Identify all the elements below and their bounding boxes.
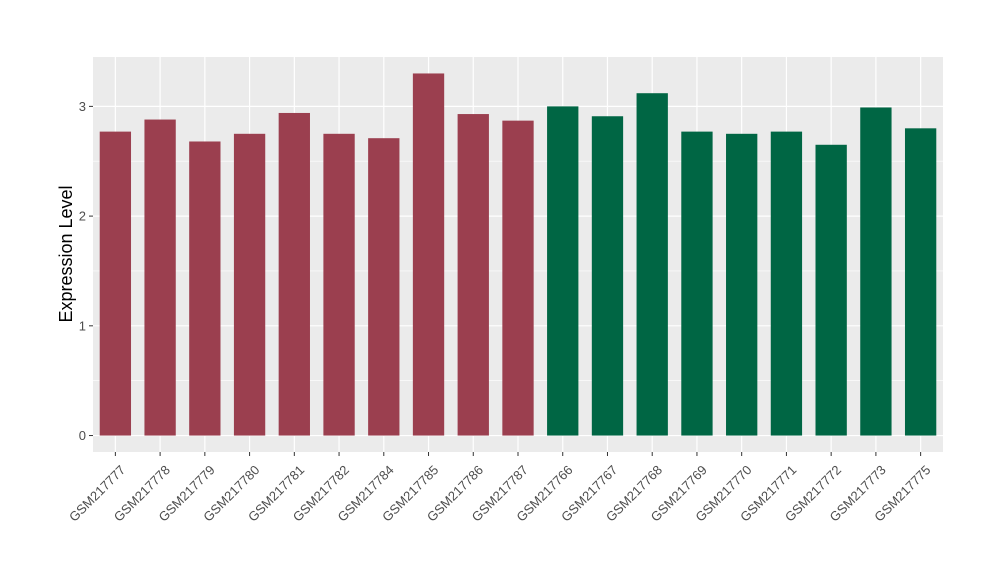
bar [547,106,579,436]
x-axis: GSM217777GSM217778GSM217779GSM217780GSM2… [66,452,934,525]
bar [457,114,489,436]
y-tick-label: 1 [79,318,86,333]
bar [278,112,310,436]
bar [502,120,534,436]
bar [726,133,758,436]
bar [412,73,445,436]
bar [233,133,266,436]
bar [815,144,847,436]
bar [770,131,803,436]
bar [99,131,132,436]
bar [591,116,624,436]
bar [860,107,892,436]
bar [681,131,713,436]
bar [368,138,400,436]
bar [189,141,221,436]
y-axis-title: Expression Level [56,185,76,322]
bars [99,73,937,436]
y-tick-label: 0 [79,428,86,443]
y-axis: 0 1 2 3 [79,99,93,443]
y-tick-label: 2 [79,209,86,224]
bar [904,128,937,436]
bar [144,119,176,436]
y-tick-label: 3 [79,99,86,114]
bar [636,93,668,436]
bar [323,133,355,436]
